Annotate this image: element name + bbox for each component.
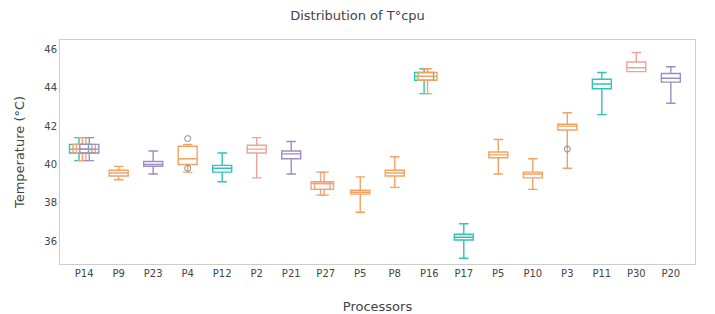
svg-text:P16: P16 — [420, 268, 439, 279]
svg-text:42: 42 — [44, 121, 57, 132]
svg-text:Temperature (°C): Temperature (°C) — [12, 96, 27, 209]
svg-text:40: 40 — [44, 159, 57, 170]
svg-text:P2: P2 — [251, 268, 263, 279]
svg-text:P5: P5 — [492, 268, 504, 279]
svg-text:P14: P14 — [75, 268, 94, 279]
svg-text:P3: P3 — [561, 268, 573, 279]
svg-text:46: 46 — [44, 44, 57, 55]
svg-text:Distribution of T°cpu: Distribution of T°cpu — [290, 8, 425, 23]
svg-text:P27: P27 — [316, 268, 335, 279]
svg-text:Processors: Processors — [343, 299, 413, 314]
svg-text:P12: P12 — [213, 268, 232, 279]
svg-text:38: 38 — [44, 197, 57, 208]
svg-text:P9: P9 — [112, 268, 124, 279]
svg-text:P20: P20 — [661, 268, 680, 279]
svg-text:P11: P11 — [592, 268, 611, 279]
svg-text:P4: P4 — [181, 268, 193, 279]
svg-text:P10: P10 — [523, 268, 542, 279]
svg-text:44: 44 — [44, 82, 57, 93]
svg-text:P5: P5 — [354, 268, 366, 279]
svg-text:P8: P8 — [389, 268, 401, 279]
svg-text:36: 36 — [44, 236, 57, 247]
svg-text:P17: P17 — [454, 268, 473, 279]
svg-text:P23: P23 — [144, 268, 163, 279]
svg-text:P21: P21 — [282, 268, 301, 279]
svg-text:P30: P30 — [627, 268, 646, 279]
